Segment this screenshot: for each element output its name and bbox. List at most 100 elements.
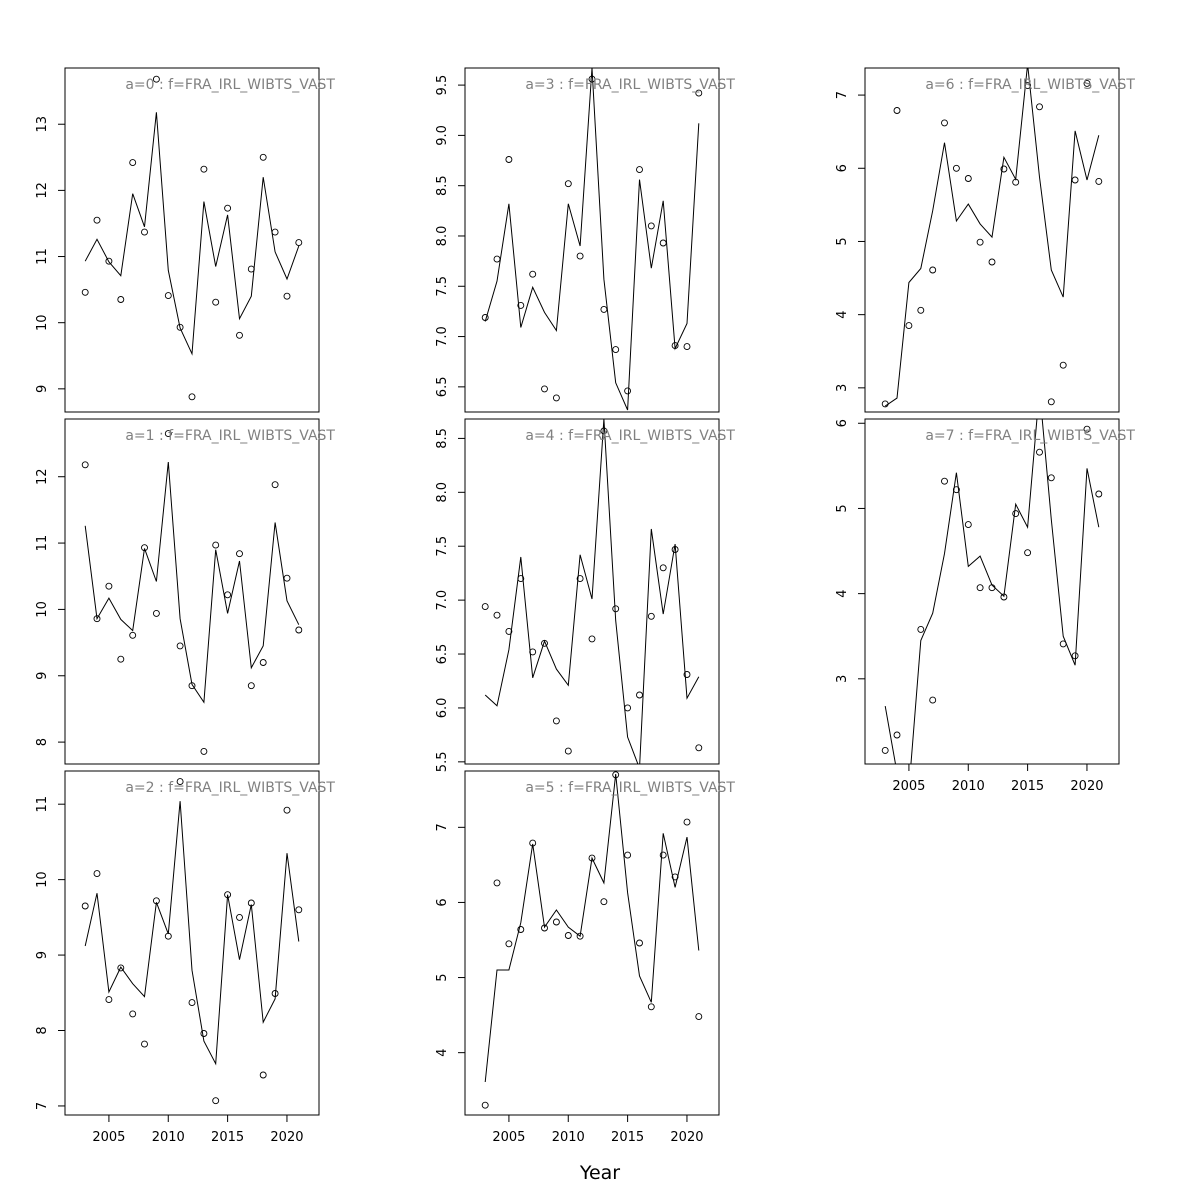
observed-point — [129, 631, 137, 639]
x-tick-label: 2020 — [670, 1130, 703, 1145]
panel-title: a=6 : f=FRA_IRL_WIBTS_VAST — [925, 77, 1135, 93]
observed-point — [200, 165, 208, 173]
observed-point — [117, 296, 125, 303]
y-tick-label: 6.0 — [435, 698, 450, 719]
x-tick-label: 2015 — [1011, 779, 1044, 794]
observed-point — [612, 346, 620, 354]
observed-point — [505, 627, 513, 635]
observed-point — [283, 806, 291, 814]
y-tick-label: 7 — [835, 91, 850, 99]
y-tick-label: 8.0 — [435, 226, 450, 247]
panel-title: a=4 : f=FRA_IRL_WIBTS_VAST — [525, 428, 735, 444]
panel-6: a=6 : f=FRA_IRL_WIBTS_VAST 3 4 5 6 7 — [835, 67, 1135, 413]
panel-frame — [64, 770, 320, 1116]
observed-point — [176, 642, 184, 650]
observed-point — [988, 258, 996, 266]
observed-point — [152, 75, 160, 83]
observed-point — [117, 655, 125, 663]
observed-point — [247, 682, 255, 690]
observed-point — [200, 747, 208, 755]
y-tick-label: 6 — [835, 419, 850, 427]
y-tick-label: 10 — [35, 314, 50, 331]
observed-point — [976, 238, 984, 246]
y-tick-label: 3 — [835, 675, 850, 683]
y-tick-label: 6.5 — [435, 644, 450, 665]
observed-point — [81, 288, 89, 296]
observed-point — [552, 717, 560, 725]
observed-point — [1059, 640, 1067, 648]
observed-point — [600, 898, 608, 906]
observed-point — [588, 854, 596, 862]
observed-point — [1024, 549, 1032, 557]
observed-point — [529, 648, 537, 656]
observed-point — [976, 584, 984, 592]
observed-point — [905, 322, 913, 330]
observed-point — [200, 1030, 208, 1037]
x-tick-label: 2015 — [211, 1130, 244, 1145]
panel-1: a=1 : f=FRA_IRL_WIBTS_VAST 8 9 10 11 12 — [35, 418, 335, 765]
observed-point — [81, 902, 89, 910]
observed-point — [576, 252, 584, 260]
observed-point — [1012, 510, 1020, 518]
x-axis-title: Year — [579, 1162, 620, 1184]
fitted-line — [84, 462, 300, 704]
observed-point — [576, 575, 584, 583]
observed-point — [552, 918, 560, 926]
observed-point — [1036, 103, 1043, 111]
observed-point — [117, 964, 125, 972]
panel-title: a=2 : f=FRA_IRL_WIBTS_VAST — [125, 780, 335, 796]
panel-3: a=3 : f=FRA_IRL_WIBTS_VAST 6.5 7.0 7.5 8.0 8.… — [435, 67, 735, 413]
y-tick-label: 7.0 — [435, 590, 450, 611]
observed-point — [929, 696, 937, 704]
x-tick-label: 2020 — [270, 1130, 303, 1145]
observed-point — [129, 159, 137, 167]
observed-point — [295, 626, 303, 634]
y-tick-label: 4 — [835, 589, 850, 597]
observed-point — [259, 659, 267, 666]
observed-point — [964, 175, 972, 182]
observed-point — [259, 1071, 267, 1079]
observed-point — [1000, 593, 1008, 601]
panel-title: a=1 : f=FRA_IRL_WIBTS_VAST — [125, 428, 335, 444]
y-tick-label: 10 — [35, 601, 50, 618]
x-tick-label: 2005 — [92, 1130, 125, 1145]
y-tick-label: 6 — [435, 898, 450, 906]
observed-point — [212, 298, 220, 306]
x-tick-label: 2015 — [611, 1130, 644, 1145]
observed-point — [659, 239, 667, 247]
y-tick-label: 11 — [35, 248, 50, 265]
observed-point — [129, 1010, 137, 1018]
observed-point — [1047, 398, 1055, 406]
observed-point — [1083, 425, 1091, 433]
observed-point — [588, 75, 596, 83]
observed-point — [1083, 79, 1091, 87]
observed-point — [517, 301, 525, 309]
observed-point — [517, 926, 525, 933]
observed-point — [236, 913, 243, 921]
observed-point — [93, 615, 101, 623]
y-tick-label: 12 — [35, 468, 50, 485]
panel-frame — [464, 770, 720, 1116]
y-tick-label: 5 — [835, 237, 850, 245]
panel-title: a=7 : f=FRA_IRL_WIBTS_VAST — [925, 428, 1135, 444]
observed-point — [1047, 474, 1055, 482]
panel-frame — [64, 67, 320, 413]
observed-point — [481, 314, 489, 321]
observed-point — [1024, 82, 1032, 90]
observed-point — [283, 574, 291, 582]
observed-point — [141, 1040, 148, 1048]
observed-point — [81, 461, 89, 469]
panels: a=0 : f=FRA_IRL_WIBTS_VAST 9 10 11 12 13 a=1 :… — [35, 67, 1135, 1145]
fitted-line — [484, 419, 700, 764]
y-tick-label: 6.5 — [435, 377, 450, 398]
observed-point — [647, 222, 655, 230]
observed-point — [647, 612, 655, 620]
y-tick-label: 9.0 — [435, 125, 450, 146]
observed-point — [636, 166, 643, 174]
panel-title: a=3 : f=FRA_IRL_WIBTS_VAST — [525, 77, 735, 93]
observed-point — [893, 731, 901, 739]
fitted-line — [484, 773, 700, 1083]
y-tick-label: 10 — [35, 871, 50, 888]
observed-point — [1095, 490, 1103, 498]
observed-point — [505, 940, 513, 948]
